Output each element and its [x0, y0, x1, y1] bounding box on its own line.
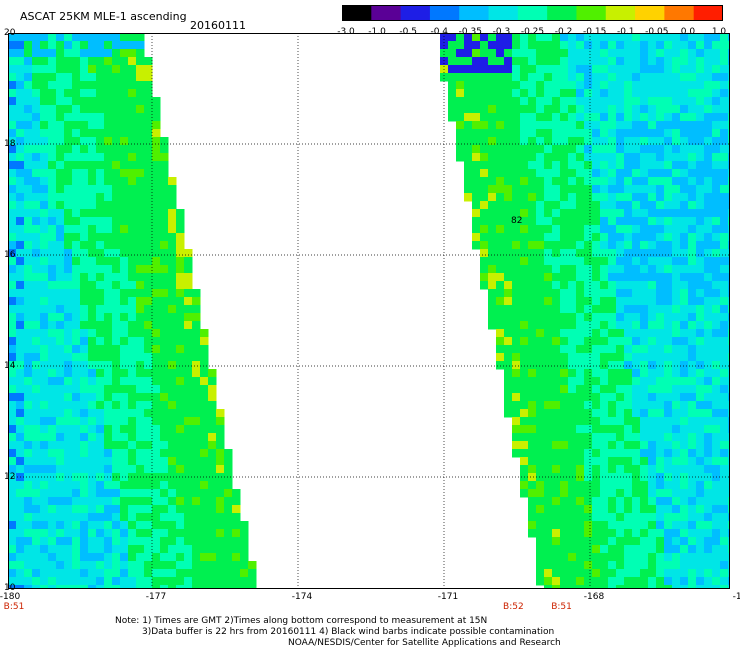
right-swath — [440, 33, 730, 589]
colorbar-tick-label: 1.0 — [711, 27, 727, 37]
colorbar-tick-label: -0.5 — [399, 27, 417, 37]
colorbar-tick-label: -0.2 — [554, 27, 573, 37]
note-line-1: Note: 1) Times are GMT 2)Times along bot… — [115, 616, 488, 626]
note-line-3: NOAA/NESDIS/Center for Satellite Applica… — [288, 638, 561, 648]
time-label: B:52 — [503, 602, 524, 612]
longitude-label: -180 — [0, 592, 21, 602]
colorbar-segment — [371, 5, 402, 21]
left-swath — [8, 33, 257, 589]
latitude-label: 14 — [4, 361, 16, 371]
colorbar-tick-label: -1.0 — [368, 27, 386, 37]
colorbar-segment — [459, 5, 490, 21]
wind-barb-marker: 82 — [511, 216, 522, 226]
colorbar-segment — [693, 5, 723, 21]
colorbar-tick-label: -0.25 — [520, 27, 545, 37]
colorbar-tick-label: -3.0 — [337, 27, 355, 37]
longitude-label: -168 — [583, 592, 605, 602]
colorbar-tick-label: -0.35 — [458, 27, 482, 37]
latitude-label: 12 — [4, 472, 16, 482]
colorbar-segment — [547, 5, 577, 21]
colorbar-border — [342, 5, 723, 21]
colorbar-segment — [488, 5, 519, 21]
colorbar — [342, 5, 723, 21]
time-label: B:51 — [551, 602, 572, 612]
colorbar-segment — [576, 5, 607, 21]
note-line-2: 3)Data buffer is 22 hrs from 20160111 4)… — [142, 627, 555, 637]
colorbar-segment — [342, 5, 372, 21]
colorbar-segment — [664, 5, 695, 21]
colorbar-tick-label: -0.1 — [616, 27, 635, 37]
product-date: 20160111 — [190, 19, 246, 32]
colorbar-tick-label: -0.3 — [492, 27, 511, 37]
latitude-label: 20 — [4, 28, 16, 38]
latitude-label: 10 — [4, 583, 16, 593]
colorbar-tick-label: 0.0 — [680, 27, 696, 37]
map-frame — [8, 33, 730, 589]
graticule — [8, 33, 730, 589]
colorbar-segment — [635, 5, 665, 21]
latitude-label: 16 — [4, 250, 16, 260]
product-title: ASCAT 25KM MLE-1 ascending — [20, 10, 187, 23]
longitude-label: -171 — [437, 592, 459, 602]
colorbar-tick-label: -0.4 — [430, 27, 449, 37]
colorbar-segment — [605, 5, 636, 21]
longitude-label: -177 — [145, 592, 167, 602]
latitude-label: 18 — [4, 139, 16, 149]
colorbar-tick-label: -0.05 — [645, 27, 669, 37]
wind-swath-map: 82 — [8, 33, 730, 589]
longitude-label: -174 — [291, 592, 313, 602]
colorbar-segment — [429, 5, 460, 21]
colorbar-segment — [400, 5, 431, 21]
colorbar-segment — [517, 5, 548, 21]
longitude-label: -16 — [732, 592, 740, 602]
time-label: B:51 — [3, 602, 25, 612]
colorbar-tick-label: -0.15 — [583, 27, 607, 37]
